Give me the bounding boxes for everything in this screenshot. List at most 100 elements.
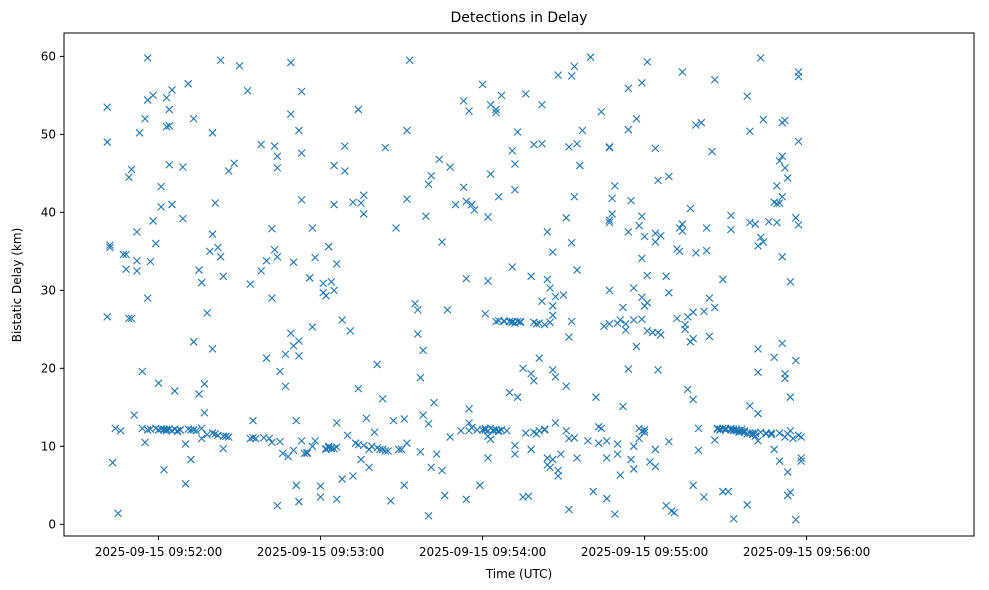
- data-point: [562, 426, 571, 435]
- data-point: [208, 230, 217, 239]
- data-point: [540, 425, 549, 434]
- data-point: [492, 317, 500, 326]
- data-point: [656, 231, 665, 240]
- data-point: [343, 431, 352, 440]
- data-point: [208, 344, 217, 353]
- data-point: [303, 449, 311, 458]
- data-point: [135, 128, 144, 137]
- data-point: [108, 458, 117, 467]
- data-point: [178, 214, 187, 223]
- data-point: [791, 356, 800, 365]
- data-point: [605, 143, 614, 152]
- data-point: [459, 183, 468, 192]
- data-point: [718, 275, 727, 284]
- data-point: [284, 452, 293, 461]
- data-point: [786, 488, 795, 497]
- data-point: [381, 143, 390, 152]
- data-point: [689, 334, 698, 343]
- data-point: [751, 432, 760, 441]
- chart-title: Detections in Delay: [450, 10, 587, 26]
- data-point: [575, 161, 584, 170]
- data-point: [111, 424, 120, 433]
- data-point: [764, 217, 773, 226]
- data-point: [211, 199, 220, 207]
- y-tick-label: 60: [41, 49, 56, 63]
- data-point: [257, 266, 266, 275]
- data-point: [643, 271, 652, 280]
- data-point: [781, 164, 789, 172]
- data-point: [286, 329, 295, 338]
- data-point: [424, 511, 433, 520]
- data-point: [403, 439, 411, 448]
- data-point: [322, 291, 330, 300]
- data-point: [597, 424, 606, 433]
- data-point: [184, 79, 193, 88]
- data-point: [119, 250, 128, 259]
- data-point: [400, 415, 409, 423]
- data-point: [781, 374, 789, 383]
- data-point: [265, 434, 274, 443]
- data-point: [754, 344, 762, 353]
- data-point: [513, 317, 522, 326]
- data-point: [643, 57, 652, 66]
- data-point: [621, 319, 630, 328]
- data-point: [700, 307, 708, 316]
- data-point: [570, 192, 579, 201]
- data-point: [419, 346, 428, 355]
- data-point: [700, 493, 708, 501]
- data-point: [637, 212, 646, 221]
- data-point: [543, 227, 552, 236]
- data-point: [745, 218, 754, 227]
- data-point: [772, 199, 781, 208]
- data-point: [330, 161, 338, 170]
- data-point: [392, 224, 401, 232]
- data-point: [354, 105, 363, 114]
- data-point: [778, 192, 787, 201]
- data-point: [613, 450, 622, 459]
- data-point: [772, 181, 781, 190]
- data-point: [565, 505, 573, 514]
- data-point: [794, 72, 803, 81]
- data-point: [292, 416, 301, 425]
- data-point: [794, 137, 803, 146]
- data-point: [330, 286, 338, 295]
- data-point: [268, 224, 276, 233]
- x-tick-label: 2025-09-15 09:52:00: [95, 545, 222, 559]
- data-point: [435, 155, 444, 164]
- data-point: [535, 319, 544, 327]
- data-point: [208, 128, 217, 137]
- data-point: [106, 241, 114, 250]
- data-point: [151, 239, 160, 248]
- y-tick-label: 0: [48, 517, 56, 531]
- data-point: [643, 298, 652, 307]
- data-point: [767, 429, 776, 437]
- data-point: [767, 430, 776, 439]
- data-point: [289, 258, 298, 267]
- data-point: [538, 100, 546, 109]
- data-point: [532, 319, 541, 328]
- data-point: [270, 142, 279, 150]
- data-point: [276, 437, 284, 446]
- data-point: [197, 434, 206, 443]
- y-tick-label: 50: [41, 127, 56, 141]
- data-point: [548, 302, 557, 310]
- data-point: [791, 515, 800, 524]
- y-tick-label: 20: [41, 361, 56, 375]
- data-point: [289, 446, 298, 455]
- data-point: [154, 379, 163, 388]
- data-point: [529, 140, 538, 149]
- data-point: [295, 337, 303, 345]
- data-point: [340, 167, 349, 175]
- data-point: [529, 376, 538, 385]
- data-point: [281, 382, 290, 391]
- data-point: [459, 96, 468, 105]
- data-point: [357, 455, 365, 464]
- data-point: [286, 58, 295, 67]
- data-point: [640, 428, 649, 437]
- data-point: [484, 213, 492, 221]
- data-point: [556, 450, 565, 459]
- data-point: [624, 84, 633, 93]
- data-point: [224, 167, 233, 175]
- data-point: [794, 220, 803, 229]
- data-point: [565, 333, 573, 342]
